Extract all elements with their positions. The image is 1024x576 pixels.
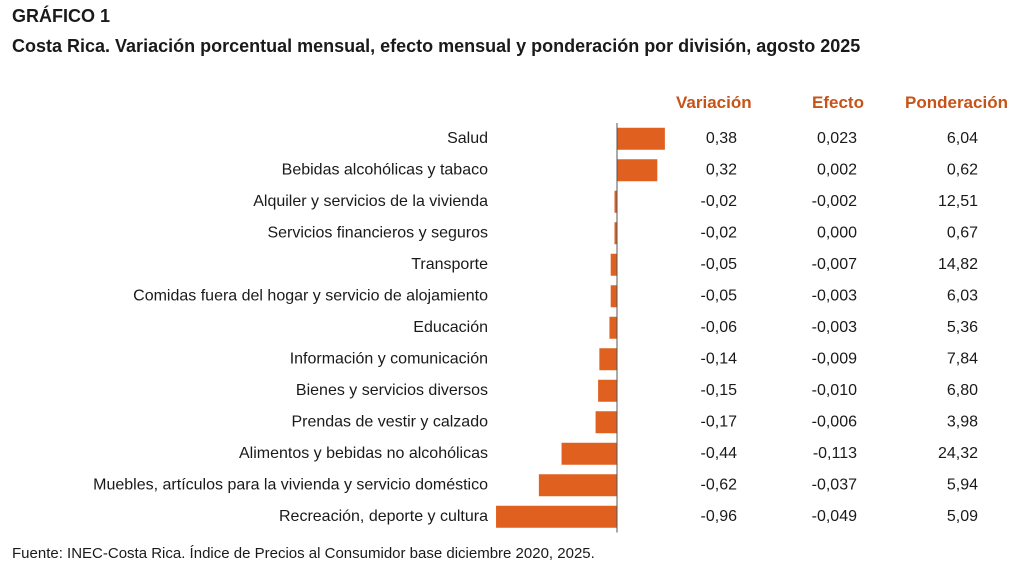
efecto-value: -0,003 (812, 319, 857, 336)
category-label: Bienes y servicios diversos (296, 382, 488, 399)
variacion-value: -0,05 (701, 287, 738, 304)
variacion-value: -0,17 (701, 413, 738, 430)
ponderacion-value: 6,03 (947, 287, 978, 304)
bar (609, 316, 617, 339)
bar (595, 411, 617, 434)
category-label: Prendas de vestir y calzado (291, 413, 488, 430)
efecto-value: -0,049 (812, 508, 857, 525)
efecto-value: 0,000 (817, 224, 857, 241)
category-label: Transporte (411, 256, 488, 273)
variacion-value: -0,14 (701, 350, 738, 367)
ponderacion-value: 12,51 (938, 193, 978, 210)
efecto-value: -0,037 (812, 476, 857, 493)
bar (614, 190, 617, 213)
ponderacion-value: 14,82 (938, 256, 978, 273)
category-label: Alimentos y bebidas no alcohólicas (239, 445, 488, 462)
variacion-value: -0,96 (701, 508, 738, 525)
ponderacion-value: 5,94 (947, 476, 978, 493)
efecto-value: 0,002 (817, 161, 857, 178)
ponderacion-value: 0,67 (947, 224, 978, 241)
ponderacion-value: 6,80 (947, 382, 978, 399)
variacion-value: -0,02 (701, 193, 738, 210)
variacion-value: -0,06 (701, 319, 738, 336)
source-note: Fuente: INEC-Costa Rica. Índice de Preci… (12, 545, 595, 562)
efecto-value: -0,006 (812, 413, 857, 430)
category-label: Comidas fuera del hogar y servicio de al… (133, 287, 488, 304)
chart-label: GRÁFICO 1 (12, 6, 111, 26)
ponderacion-value: 7,84 (947, 350, 978, 367)
bar (610, 285, 617, 308)
column-header-variacion: Variación (676, 93, 752, 112)
category-label: Muebles, artículos para la vivienda y se… (93, 476, 488, 493)
ponderacion-value: 3,98 (947, 413, 978, 430)
ponderacion-value: 5,09 (947, 508, 978, 525)
bar (538, 474, 617, 497)
bar (561, 442, 617, 465)
ponderacion-value: 6,04 (947, 130, 978, 147)
category-label: Bebidas alcohólicas y tabaco (282, 161, 488, 178)
bar (610, 253, 617, 276)
category-label: Educación (413, 319, 488, 336)
chart-title: Costa Rica. Variación porcentual mensual… (12, 36, 861, 56)
bar (617, 127, 665, 150)
category-label: Servicios financieros y seguros (267, 224, 488, 241)
bar (614, 222, 617, 245)
column-header-efecto: Efecto (812, 93, 864, 112)
bar (617, 159, 658, 182)
variacion-value: -0,05 (701, 256, 738, 273)
category-label: Recreación, deporte y cultura (279, 508, 488, 525)
category-label: Información y comunicación (290, 350, 488, 367)
variacion-value: -0,62 (701, 476, 738, 493)
ponderacion-value: 0,62 (947, 161, 978, 178)
bar (496, 505, 617, 528)
variacion-value: -0,02 (701, 224, 738, 241)
variacion-value: -0,15 (701, 382, 738, 399)
bar (598, 379, 617, 402)
category-label: Salud (447, 130, 488, 147)
variacion-value: 0,38 (706, 130, 737, 147)
efecto-value: -0,010 (812, 382, 857, 399)
variacion-value: -0,44 (701, 445, 738, 462)
variacion-value: 0,32 (706, 161, 737, 178)
efecto-value: -0,009 (812, 350, 857, 367)
ponderacion-value: 5,36 (947, 319, 978, 336)
ponderacion-value: 24,32 (938, 445, 978, 462)
efecto-value: 0,023 (817, 130, 857, 147)
efecto-value: -0,113 (813, 445, 857, 462)
efecto-value: -0,002 (812, 193, 857, 210)
efecto-value: -0,007 (812, 256, 857, 273)
efecto-value: -0,003 (812, 287, 857, 304)
column-header-ponderacion: Ponderación (905, 93, 1008, 112)
bar (599, 348, 617, 371)
category-label: Alquiler y servicios de la vivienda (253, 193, 488, 210)
